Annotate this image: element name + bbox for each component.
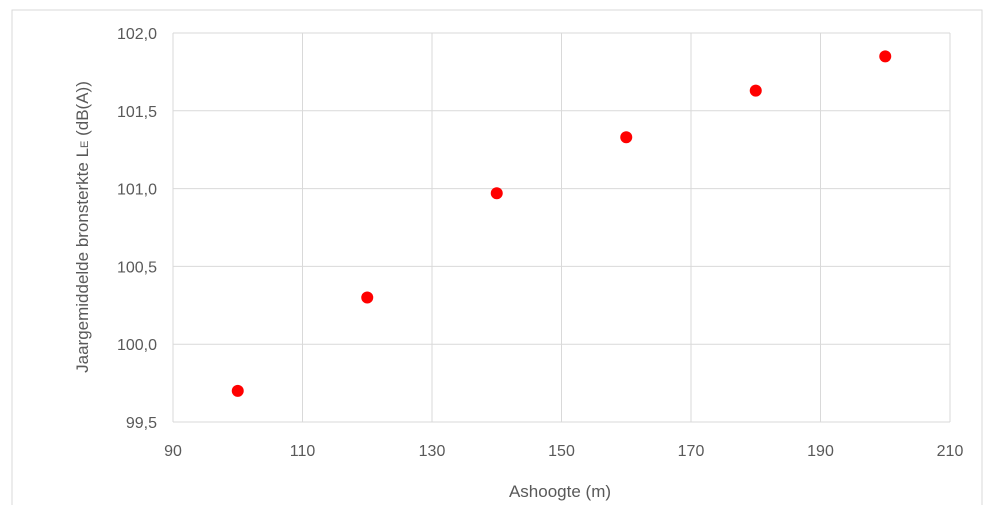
y-axis-title-unit: (dB(A))	[73, 81, 92, 141]
y-tick-label: 101,5	[117, 104, 157, 121]
chart-border	[11, 9, 983, 510]
y-axis-title-main: Jaargemiddelde bronsterkte L	[73, 148, 92, 373]
data-point	[879, 50, 892, 63]
y-tick-label: 100,5	[117, 259, 157, 276]
y-axis-title: Jaargemiddelde bronsterkte LE (dB(A))	[73, 81, 92, 373]
data-point	[620, 131, 633, 144]
grid-lines	[172, 32, 951, 423]
x-tick-label: 90	[164, 443, 182, 460]
data-point	[490, 187, 503, 200]
x-tick-label: 190	[807, 443, 834, 460]
x-tick-label: 150	[548, 443, 575, 460]
x-tick-label: 130	[419, 443, 446, 460]
y-axis-title-subscript: E	[79, 141, 91, 148]
x-tick-label: 170	[678, 443, 705, 460]
x-tick-label: 110	[290, 443, 316, 460]
data-point	[361, 291, 374, 304]
data-points	[231, 50, 892, 397]
x-axis-title: Ashoogte (m)	[509, 482, 611, 501]
y-tick-label: 100,0	[117, 337, 157, 354]
tick-labels: 90 110 130 150 170 190 210 99,5 100,0 100,5 101,0 1…	[117, 26, 963, 460]
y-tick-label: 99,5	[126, 415, 157, 432]
y-tick-label: 101,0	[117, 182, 157, 199]
y-tick-label: 102,0	[117, 26, 157, 43]
data-point	[749, 84, 762, 97]
data-point	[231, 384, 244, 397]
x-tick-label: 210	[937, 443, 964, 460]
